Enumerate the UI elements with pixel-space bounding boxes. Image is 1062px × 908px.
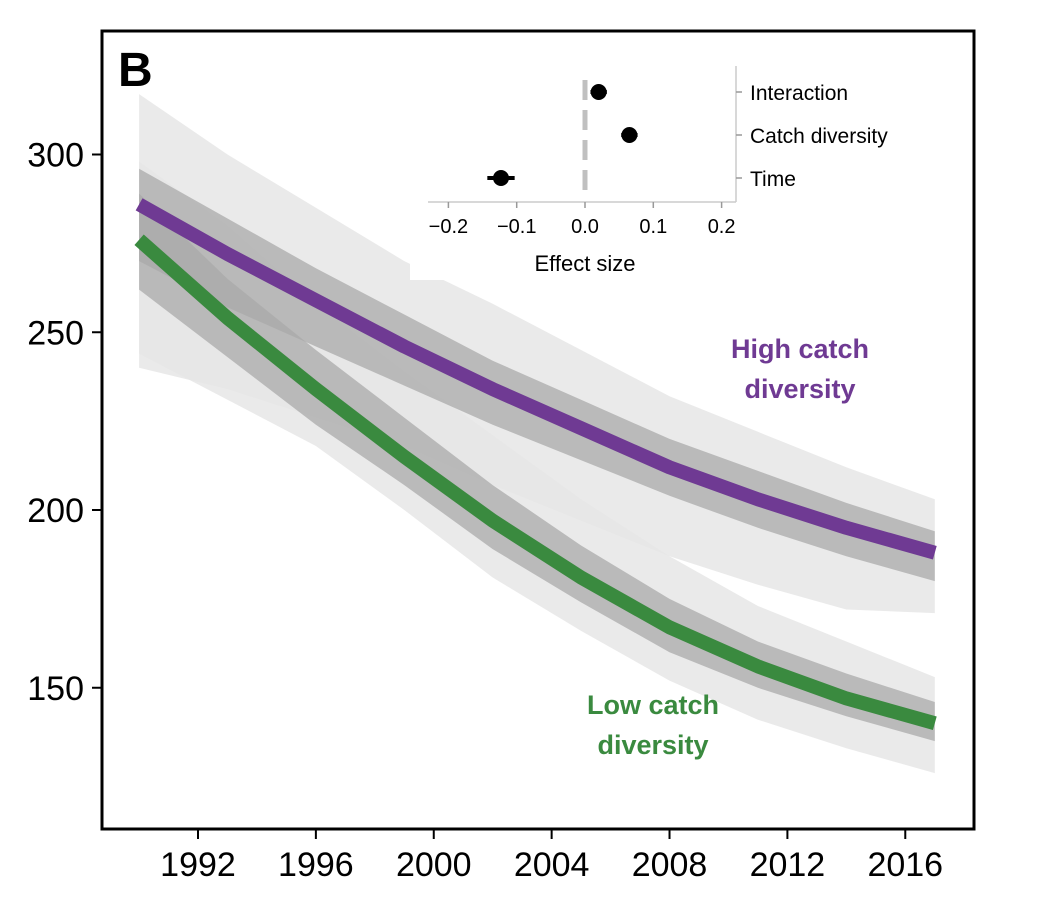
low-catch-diversity-outer-band <box>139 161 935 774</box>
inset-x-axis-label: Effect size <box>534 251 635 276</box>
y-tick-label: 200 <box>27 492 84 530</box>
inset-x-tick-label: −0.1 <box>497 216 536 238</box>
x-tick-label: 2008 <box>632 846 708 884</box>
inset-x-tick-label: −0.2 <box>429 216 468 238</box>
x-tick-label: 2012 <box>750 846 826 884</box>
x-tick-label: 2016 <box>867 846 943 884</box>
y-tick-label: 300 <box>27 137 84 175</box>
panel-label: B <box>118 44 153 97</box>
low-catch-diversity-label: diversity <box>597 730 708 760</box>
trend-lines <box>134 198 937 731</box>
x-axis: 1992 1996 2000 2004 2008 2012 2016 <box>160 829 943 884</box>
inset-estimate-point <box>621 127 638 143</box>
plot-frame <box>100 29 976 831</box>
high-catch-diversity-line <box>135 198 937 560</box>
effect-size-inset: −0.2 −0.1 0.0 0.1 0.2 Effect size Interaction C… <box>410 60 925 280</box>
low-catch-diversity-line <box>134 234 937 731</box>
inset-term-label: Catch diversity <box>750 125 888 148</box>
inset-estimate-point <box>590 84 607 100</box>
high-catch-diversity-inner-band <box>139 168 935 582</box>
confidence-bands <box>139 94 935 774</box>
series-labels: High catch diversity Low catch diversity <box>587 334 869 760</box>
y-tick-label: 150 <box>27 670 84 708</box>
high-catch-diversity-label: High catch <box>731 334 869 364</box>
x-tick-label: 1996 <box>278 846 354 884</box>
x-tick-label: 2004 <box>514 846 590 884</box>
low-catch-diversity-label: Low catch <box>587 690 719 720</box>
high-catch-diversity-label: diversity <box>744 374 855 404</box>
inset-term-label: Time <box>750 168 796 191</box>
low-catch-diversity-inner-band <box>139 193 935 742</box>
inset-x-tick-label: 0.1 <box>639 216 667 238</box>
y-tick-label: 250 <box>27 314 84 352</box>
inset-term-label: Interaction <box>750 82 848 105</box>
x-tick-label: 2000 <box>396 846 472 884</box>
inset-background <box>410 60 925 280</box>
y-axis: 150 200 250 300 <box>27 137 102 708</box>
inset-x-tick-label: 0.2 <box>708 216 736 238</box>
inset-x-tick-label: 0.0 <box>571 216 599 238</box>
x-tick-label: 1992 <box>160 846 236 884</box>
inset-estimate-point <box>492 170 509 186</box>
